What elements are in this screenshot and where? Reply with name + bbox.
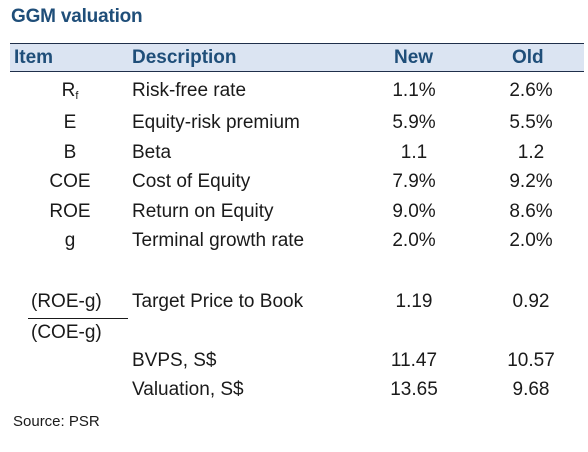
table-row: Target Price to Book 1.19 0.92 <box>0 291 588 321</box>
row-old: 10.57 <box>507 350 555 371</box>
row-new: 1.19 <box>395 291 433 312</box>
row-new: 9.0% <box>392 201 436 222</box>
row-old: 1.2 <box>517 142 545 163</box>
table-title: GGM valuation <box>11 6 143 27</box>
row-new: 1.1 <box>400 142 428 163</box>
row-old: 5.5% <box>509 112 553 133</box>
row-description: Beta <box>132 142 172 163</box>
row-old: 0.92 <box>512 291 550 312</box>
header-item: Item <box>14 47 54 68</box>
row-old: 9.2% <box>509 171 553 192</box>
table-row: g Terminal growth rate 2.0% 2.0% <box>0 230 588 260</box>
source-note: Source: PSR <box>13 413 100 430</box>
header-old: Old <box>512 47 544 68</box>
row-description: Return on Equity <box>132 201 274 222</box>
table-row: B Beta 1.1 1.2 <box>0 142 588 172</box>
table-row: Valuation, S$ 13.65 9.68 <box>0 379 588 409</box>
table-row: ROE Return on Equity 9.0% 8.6% <box>0 201 588 231</box>
row-item: ROE <box>49 201 91 222</box>
ratio-numerator: (ROE-g) <box>31 291 102 312</box>
table-header: Item Description New Old <box>10 43 584 72</box>
fraction-bar <box>28 318 128 319</box>
table-row: E Equity-risk premium 5.9% 5.5% <box>0 112 588 142</box>
row-description: Terminal growth rate <box>132 230 305 251</box>
row-description: BVPS, S$ <box>132 350 217 371</box>
table-row: Rf Risk-free rate 1.1% 2.6% <box>0 80 588 110</box>
row-description: Target Price to Book <box>132 291 304 312</box>
ratio-denominator: (COE-g) <box>31 322 102 343</box>
header-description: Description <box>132 47 237 68</box>
table-row: BVPS, S$ 11.47 10.57 <box>0 350 588 380</box>
row-old: 8.6% <box>509 201 553 222</box>
row-new: 11.47 <box>390 350 438 371</box>
row-item: B <box>63 142 77 163</box>
row-item: E <box>63 112 77 133</box>
header-new: New <box>394 47 434 68</box>
row-description: Valuation, S$ <box>132 379 244 400</box>
row-new: 1.1% <box>392 80 436 101</box>
row-description: Equity-risk premium <box>132 112 300 133</box>
row-new: 5.9% <box>392 112 436 133</box>
row-item: g <box>64 230 76 251</box>
row-old: 9.68 <box>512 379 550 400</box>
row-old: 2.0% <box>509 230 553 251</box>
row-item: COE <box>49 171 91 192</box>
row-description: Risk-free rate <box>132 80 247 101</box>
row-old: 2.6% <box>509 80 553 101</box>
row-new: 13.65 <box>390 379 438 400</box>
row-item: Rf <box>61 80 79 102</box>
row-new: 7.9% <box>392 171 436 192</box>
row-new: 2.0% <box>392 230 436 251</box>
table-row: COE Cost of Equity 7.9% 9.2% <box>0 171 588 201</box>
row-description: Cost of Equity <box>132 171 251 192</box>
